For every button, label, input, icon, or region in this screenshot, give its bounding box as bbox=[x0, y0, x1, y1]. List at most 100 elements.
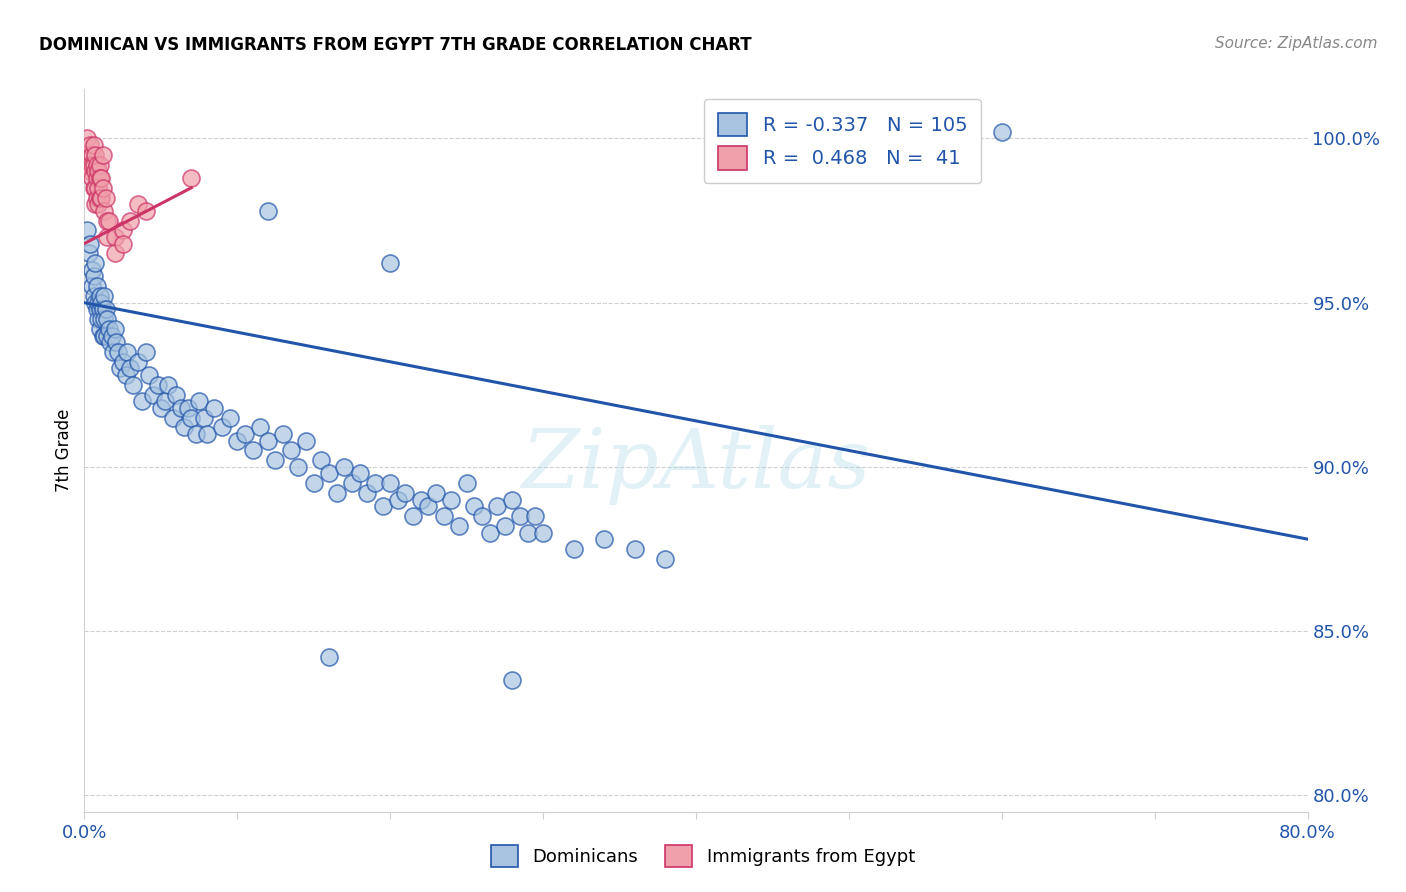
Point bbox=[87, 295, 110, 310]
Point bbox=[516, 525, 538, 540]
Point bbox=[170, 401, 193, 415]
Point bbox=[101, 328, 124, 343]
Point bbox=[211, 420, 233, 434]
Point bbox=[177, 401, 200, 415]
Point bbox=[188, 394, 211, 409]
Point bbox=[89, 158, 111, 172]
Point bbox=[135, 345, 157, 359]
Point bbox=[295, 434, 318, 448]
Point bbox=[456, 476, 478, 491]
Point bbox=[91, 180, 114, 194]
Point bbox=[155, 394, 177, 409]
Point bbox=[80, 158, 103, 172]
Point bbox=[193, 410, 215, 425]
Point bbox=[96, 213, 118, 227]
Point bbox=[111, 236, 134, 251]
Point bbox=[77, 246, 100, 260]
Point bbox=[98, 334, 121, 349]
Y-axis label: 7th Grade: 7th Grade bbox=[55, 409, 73, 492]
Point bbox=[87, 164, 110, 178]
Point bbox=[83, 289, 105, 303]
Point bbox=[94, 191, 117, 205]
Point bbox=[195, 427, 218, 442]
Point bbox=[80, 262, 103, 277]
Text: DOMINICAN VS IMMIGRANTS FROM EGYPT 7TH GRADE CORRELATION CHART: DOMINICAN VS IMMIGRANTS FROM EGYPT 7TH G… bbox=[39, 36, 752, 54]
Point bbox=[364, 476, 387, 491]
Point bbox=[77, 148, 100, 162]
Point bbox=[302, 476, 325, 491]
Point bbox=[394, 486, 416, 500]
Point bbox=[91, 328, 114, 343]
Point bbox=[96, 312, 118, 326]
Point bbox=[120, 361, 142, 376]
Point bbox=[531, 525, 554, 540]
Point bbox=[280, 443, 302, 458]
Point bbox=[80, 148, 103, 162]
Point bbox=[524, 509, 547, 524]
Point bbox=[494, 519, 516, 533]
Point bbox=[90, 295, 112, 310]
Point bbox=[333, 459, 356, 474]
Point bbox=[325, 486, 347, 500]
Point bbox=[91, 148, 114, 162]
Point bbox=[287, 459, 309, 474]
Point bbox=[127, 197, 149, 211]
Point bbox=[83, 180, 105, 194]
Point bbox=[463, 500, 485, 514]
Point bbox=[84, 256, 107, 270]
Point bbox=[89, 322, 111, 336]
Point bbox=[79, 138, 101, 153]
Point bbox=[86, 158, 108, 172]
Point bbox=[371, 500, 394, 514]
Point bbox=[218, 410, 240, 425]
Point bbox=[76, 223, 98, 237]
Point bbox=[83, 158, 105, 172]
Point bbox=[93, 328, 115, 343]
Point bbox=[86, 302, 108, 317]
Point bbox=[318, 467, 340, 481]
Point bbox=[90, 312, 112, 326]
Point bbox=[96, 328, 118, 343]
Point bbox=[122, 377, 145, 392]
Point bbox=[165, 387, 187, 401]
Point bbox=[84, 295, 107, 310]
Point bbox=[97, 213, 120, 227]
Point bbox=[149, 401, 172, 415]
Point bbox=[80, 279, 103, 293]
Point bbox=[93, 289, 115, 303]
Point bbox=[271, 427, 294, 442]
Point bbox=[142, 387, 165, 401]
Point bbox=[502, 492, 524, 507]
Point bbox=[96, 230, 118, 244]
Point bbox=[97, 322, 120, 336]
Point bbox=[86, 191, 108, 205]
Point bbox=[104, 246, 127, 260]
Point bbox=[120, 213, 142, 227]
Point bbox=[90, 191, 112, 205]
Point bbox=[79, 164, 101, 178]
Point bbox=[349, 467, 371, 481]
Point bbox=[471, 509, 494, 524]
Point bbox=[111, 223, 134, 237]
Point bbox=[111, 355, 134, 369]
Point bbox=[83, 269, 105, 284]
Point bbox=[509, 509, 531, 524]
Point bbox=[108, 361, 131, 376]
Point bbox=[79, 236, 101, 251]
Legend: Dominicans, Immigrants from Egypt: Dominicans, Immigrants from Egypt bbox=[484, 838, 922, 874]
Point bbox=[115, 345, 138, 359]
Point bbox=[84, 164, 107, 178]
Point bbox=[131, 394, 153, 409]
Point bbox=[94, 302, 117, 317]
Point bbox=[93, 312, 115, 326]
Point bbox=[105, 334, 128, 349]
Legend: R = -0.337   N = 105, R =  0.468   N =  41: R = -0.337 N = 105, R = 0.468 N = 41 bbox=[704, 99, 981, 184]
Point bbox=[311, 453, 333, 467]
Point bbox=[80, 170, 103, 185]
Point bbox=[180, 410, 202, 425]
Point bbox=[340, 476, 363, 491]
Point bbox=[502, 673, 524, 688]
Point bbox=[107, 345, 129, 359]
Point bbox=[77, 158, 100, 172]
Point bbox=[380, 476, 402, 491]
